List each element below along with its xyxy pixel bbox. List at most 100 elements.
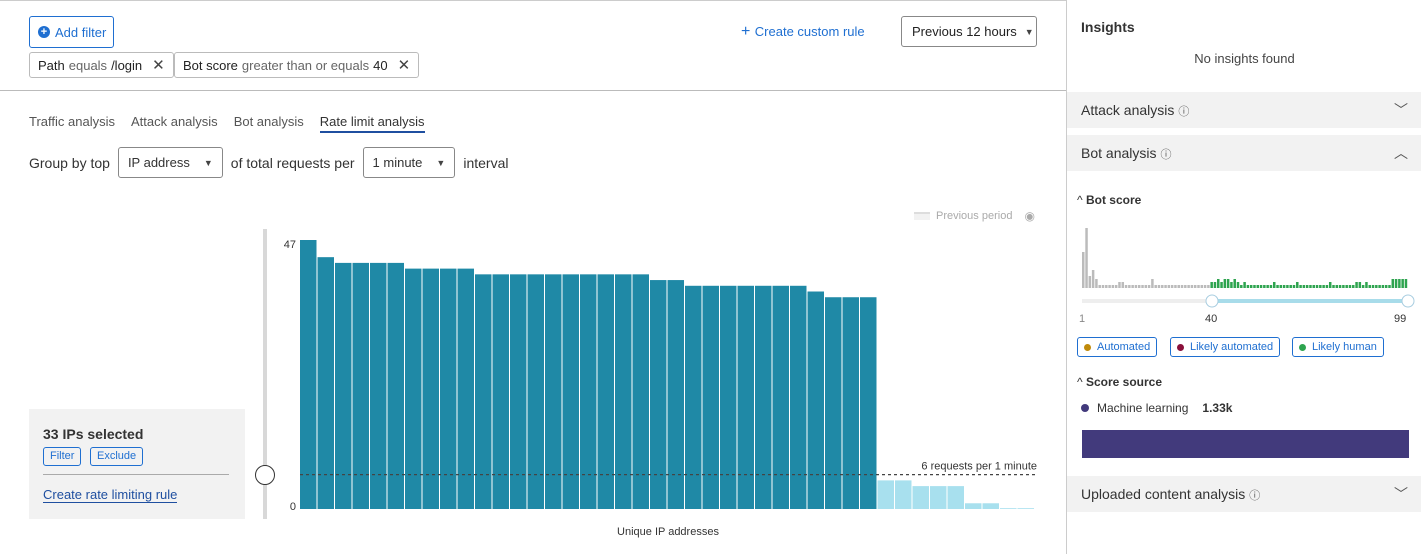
range-handle-max[interactable] xyxy=(1401,294,1415,308)
histogram-bar xyxy=(1161,285,1164,288)
info-icon[interactable]: ⓘ xyxy=(1160,148,1172,161)
bar[interactable] xyxy=(930,486,947,509)
bar[interactable] xyxy=(685,285,702,509)
bar[interactable] xyxy=(825,297,842,509)
histogram-bar xyxy=(1345,285,1348,288)
bar[interactable] xyxy=(737,285,755,509)
create-custom-rule-link[interactable]: + Create custom rule xyxy=(741,23,865,41)
bot-score-title: Bot score xyxy=(1085,193,1142,207)
bar[interactable] xyxy=(755,285,772,509)
bar[interactable] xyxy=(947,486,965,509)
info-icon[interactable]: ⓘ xyxy=(1249,489,1261,502)
threshold-slider-track[interactable] xyxy=(263,229,267,519)
bar[interactable] xyxy=(352,262,370,509)
bar[interactable] xyxy=(492,274,510,509)
bar[interactable] xyxy=(982,503,1000,509)
score-source-header[interactable]: ^ Score source xyxy=(1077,375,1162,389)
bar[interactable] xyxy=(1000,508,1017,509)
close-icon[interactable]: ✕ xyxy=(152,57,165,74)
bar[interactable] xyxy=(405,268,422,509)
filter-button[interactable]: Filter xyxy=(43,447,82,466)
bar[interactable] xyxy=(370,262,387,509)
bar[interactable] xyxy=(335,262,352,509)
histogram-bar xyxy=(1381,285,1385,288)
group-by-field-select[interactable]: IP address ▼ xyxy=(117,147,223,178)
info-icon[interactable]: ⓘ xyxy=(1178,105,1190,118)
legend-likely-human[interactable]: Likely human xyxy=(1292,337,1384,357)
group-by-prefix: Group by top xyxy=(29,154,110,171)
previous-period-toggle[interactable]: Previous period ◉ xyxy=(914,209,1035,223)
bar[interactable] xyxy=(527,274,545,509)
bar[interactable] xyxy=(632,274,650,509)
bar[interactable] xyxy=(545,274,562,509)
legend-automated[interactable]: Automated xyxy=(1077,337,1158,357)
close-icon[interactable]: ✕ xyxy=(397,57,411,74)
uploaded-content-section[interactable]: Uploaded content analysis ⓘ ﹀ xyxy=(1067,476,1421,512)
bar[interactable] xyxy=(702,285,720,509)
bar[interactable] xyxy=(422,268,440,509)
histogram-bar xyxy=(1082,252,1085,288)
tab-bot-analysis[interactable]: Bot analysis xyxy=(233,114,304,129)
chevron-down-icon: ﹀ xyxy=(1394,102,1408,118)
filter-chip-bot-score[interactable]: Bot score greater than or equals 40 ✕ xyxy=(174,52,420,78)
histogram-bar xyxy=(1223,279,1227,288)
bar[interactable] xyxy=(720,285,737,509)
dot-icon xyxy=(1177,343,1184,351)
tab-traffic-analysis[interactable]: Traffic analysis xyxy=(29,114,115,129)
range-handle-min[interactable] xyxy=(1205,294,1219,308)
bar[interactable] xyxy=(457,268,475,509)
bot-score-header[interactable]: ^ Bot score xyxy=(1077,193,1141,207)
bar[interactable] xyxy=(912,486,930,509)
group-by-field-value: IP address xyxy=(127,155,190,170)
bar[interactable] xyxy=(562,274,580,509)
bar[interactable] xyxy=(807,291,825,509)
histogram-bar xyxy=(1348,285,1352,288)
bar[interactable] xyxy=(772,285,790,509)
create-rate-limiting-rule-link[interactable]: Create rate limiting rule xyxy=(43,487,178,503)
time-range-select[interactable]: Previous 12 hours ▼ xyxy=(901,16,1037,47)
bar[interactable] xyxy=(440,268,457,509)
histogram-bar xyxy=(1384,285,1388,288)
interval-select[interactable]: 1 minute ▼ xyxy=(362,147,456,178)
histogram-bar xyxy=(1134,285,1138,288)
filter-field: Bot score xyxy=(183,57,238,73)
time-range-value: Previous 12 hours xyxy=(912,24,1017,39)
bar[interactable] xyxy=(317,257,335,509)
bot-analysis-section[interactable]: Bot analysis ⓘ ︿ xyxy=(1067,135,1421,171)
bar[interactable] xyxy=(300,240,317,509)
filter-chip-path[interactable]: Path equals/login ✕ xyxy=(29,52,174,78)
bar[interactable] xyxy=(597,274,615,509)
histogram-bar xyxy=(1137,285,1141,288)
filter-value: 40 xyxy=(373,57,388,73)
histogram-bar xyxy=(1355,282,1358,288)
tab-rate-limit-analysis[interactable]: Rate limit analysis xyxy=(319,114,425,133)
bar[interactable] xyxy=(790,285,807,509)
exclude-button[interactable]: Exclude xyxy=(90,447,144,466)
threshold-slider-handle[interactable] xyxy=(255,465,275,485)
bar[interactable] xyxy=(667,280,685,509)
bar[interactable] xyxy=(615,274,632,509)
histogram-bar xyxy=(1342,285,1345,288)
score-source-bar xyxy=(1082,430,1409,458)
selection-title: 33 IPs selected xyxy=(43,426,144,442)
legend-likely-automated[interactable]: Likely automated xyxy=(1170,337,1281,357)
bar[interactable] xyxy=(475,274,492,509)
add-filter-button[interactable]: + Add filter xyxy=(29,16,114,48)
attack-analysis-section[interactable]: Attack analysis ⓘ ﹀ xyxy=(1067,92,1421,128)
histogram-bar xyxy=(1394,279,1398,288)
histogram-bar xyxy=(1154,285,1157,288)
eye-icon[interactable]: ◉ xyxy=(1024,209,1035,223)
bar[interactable] xyxy=(965,503,982,509)
tab-attack-analysis[interactable]: Attack analysis xyxy=(130,114,218,129)
bar[interactable] xyxy=(650,280,667,509)
bar[interactable] xyxy=(580,274,597,509)
bar[interactable] xyxy=(510,274,527,509)
add-filter-label: Add filter xyxy=(55,24,107,40)
bar[interactable] xyxy=(387,262,405,509)
bar[interactable] xyxy=(895,480,912,509)
bar[interactable] xyxy=(860,297,877,509)
histogram-bar xyxy=(1207,285,1210,288)
bar[interactable] xyxy=(1017,508,1035,509)
bar[interactable] xyxy=(842,297,860,509)
bar[interactable] xyxy=(877,480,895,509)
